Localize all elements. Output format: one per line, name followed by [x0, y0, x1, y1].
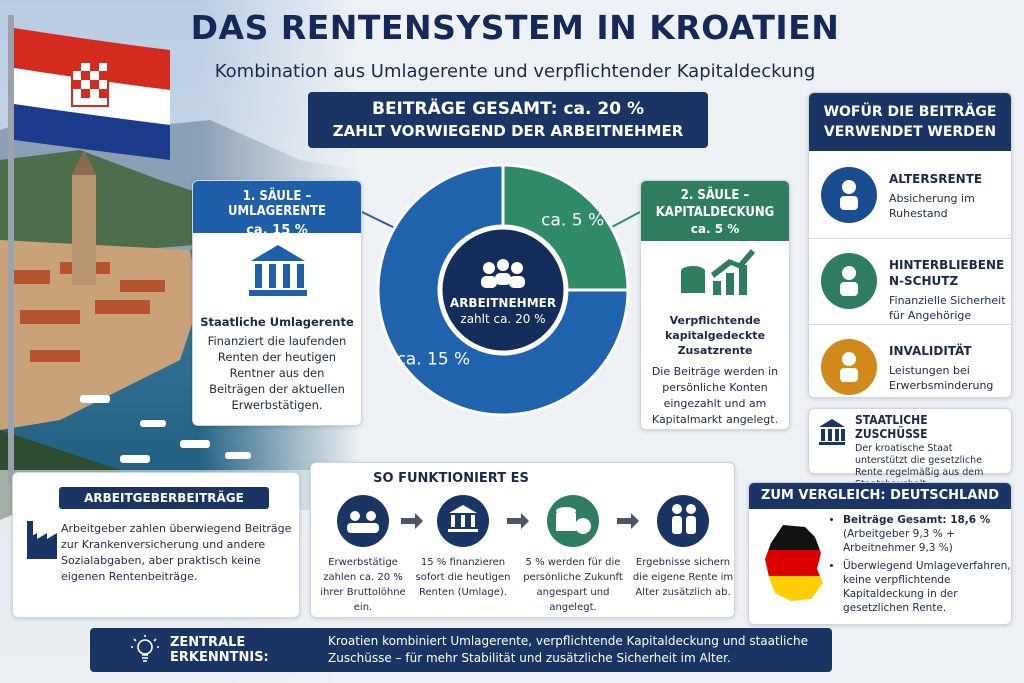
- usage-icon: [821, 339, 877, 395]
- subtitle: Kombination aus Umlagerente und verpflic…: [214, 61, 816, 82]
- person-head: [483, 262, 495, 274]
- usage-item-title: ALTERSRENTE: [889, 172, 983, 186]
- lightbulb-icon: [131, 635, 159, 662]
- person-body: [495, 273, 511, 285]
- donut-chart: ca. 5 % ca. 15 %: [376, 163, 630, 417]
- pillar2-title: 2. SÄULE – KAPITALDECKUNG: [655, 188, 775, 220]
- subsidies-box: STAATLICHE ZUSCHÜSSE Der kroatische Staa…: [808, 408, 1012, 490]
- usage-icon: [821, 253, 877, 309]
- process-step-text: 15 % finanzieren sofort die heutigen Ren…: [415, 557, 511, 598]
- subsidies-title: STAATLICHE ZUSCHÜSSE: [855, 413, 928, 441]
- bank-icon: [249, 245, 307, 296]
- usage-icon: [821, 167, 877, 223]
- comparison-point: Überwiegend Umlageverfahren, keine verpf…: [843, 559, 1011, 615]
- comparison-point: Beiträge Gesamt: 18,6 % (Arbeitgeber 9,3 …: [843, 513, 1011, 555]
- icon-glyph: [842, 266, 856, 280]
- pillar2-card: 2. SÄULE – KAPITALDECKUNG ca. 5 % Verpfl…: [640, 180, 790, 430]
- person-body: [509, 276, 525, 288]
- comparison-title: ZUM VERGLEICH: DEUTSCHLAND: [749, 483, 1011, 509]
- center-title: ARBEITNEHMER: [449, 296, 557, 310]
- employer-box: ARBEITGEBERBEITRÄGE Arbeitgeber zahlen ü…: [12, 472, 300, 618]
- icon-glyph: [842, 352, 856, 366]
- pillar2-header: 2. SÄULE – KAPITALDECKUNG ca. 5 %: [641, 181, 789, 241]
- pillar1-heading: Staatliche Umlagerente: [200, 315, 354, 329]
- pillar2-share: ca. 5 %: [690, 222, 740, 236]
- center-subtitle: zahlt ca. 20 %: [460, 312, 546, 326]
- pillar1-title: 1. SÄULE – UMLAGERENTE: [228, 189, 326, 219]
- icon-glyph: [840, 196, 858, 210]
- process-step-text: Erwerbstätige zahlen ca. 20 % ihrer Brut…: [320, 557, 406, 613]
- usage-panel: WOFÜR DIE BEITRÄGE VERWENDET WERDEN ALTE…: [808, 92, 1012, 398]
- person-head: [511, 262, 523, 274]
- comparison-heading: Überwiegend Umlageverfahren, keine verpf…: [843, 560, 1011, 614]
- usage-title: WOFÜR DIE BEITRÄGE VERWENDET WERDEN: [809, 93, 1011, 151]
- flagpole: [8, 15, 14, 485]
- factory-icon: [27, 521, 57, 559]
- croatian-flag: [14, 28, 170, 160]
- insight-text: Kroatien kombiniert Umlagerente, verpfli…: [328, 634, 808, 665]
- pillar2-heading: Verpflichtende kapitalgedeckte Zusatzren…: [664, 314, 766, 357]
- pillar1-share: ca. 15 %: [246, 223, 308, 238]
- icon-circle: [821, 339, 877, 395]
- pillar1-card: 1. SÄULE – UMLAGERENTE ca. 15 % Staatlic…: [192, 180, 362, 426]
- donut-segment: [501, 163, 630, 292]
- growth-icon: [681, 249, 755, 295]
- comparison-heading: Beiträge Gesamt: 18,6 %: [843, 514, 991, 526]
- usage-item: INVALIDITÄT Leistungen bei Erwerbsminderu…: [809, 331, 1011, 397]
- banner-line2: ZAHLT VORWIEGEND DER ARBEITNEHMER: [332, 122, 684, 140]
- icon-glyph: [840, 282, 858, 296]
- usage-item-text: Absicherung im Ruhestand: [889, 192, 975, 220]
- process-box: SO FUNKTIONIERT ES Erwerbstätige zahlen …: [310, 462, 735, 618]
- usage-item-text: Leistungen bei Erwerbsminderung: [889, 364, 994, 392]
- usage-item: HINTERBLIEBENEN-SCHUTZ Finanzielle Sicher…: [809, 245, 1011, 325]
- process-title: SO FUNKTIONIERT ES: [373, 471, 529, 486]
- process-icons: [337, 495, 709, 547]
- connector: [361, 211, 396, 229]
- employer-text: Arbeitgeber zahlen überwiegend Beiträge …: [61, 522, 292, 583]
- icon-glyph: [840, 368, 858, 382]
- usage-item-title: HINTERBLIEBENEN-SCHUTZ: [889, 258, 1005, 288]
- banner-line1: BEITRÄGE GESAMT: ca. 20 %: [371, 99, 645, 119]
- process-step-text: Ergebnisse sichern die eigene Rente im A…: [632, 557, 734, 598]
- employer-title: ARBEITGEBERBEITRÄGE: [59, 487, 269, 509]
- pillar2-text: Die Beiträge werden in persönliche Konte…: [651, 365, 779, 426]
- connector: [609, 211, 641, 229]
- usage-item: ALTERSRENTE Absicherung im Ruhestand: [809, 159, 1011, 239]
- donut-segment: [376, 163, 630, 417]
- process-step-text: 5 % werden für die persönliche Zukunft a…: [523, 557, 623, 613]
- insight-label: ZENTRALE ERKENNTNIS:: [170, 635, 269, 665]
- germany-map: [765, 525, 823, 601]
- pillar1-text: Finanziert die laufenden Renten der heut…: [207, 334, 347, 412]
- people-icon: [481, 259, 525, 288]
- icon-circle: [821, 167, 877, 223]
- title: DAS RENTENSYSTEM IN KROATIEN: [190, 8, 840, 47]
- segment-label: ca. 15 %: [396, 350, 470, 370]
- donut-center: [439, 226, 567, 354]
- usage-item-title: INVALIDITÄT: [889, 344, 972, 358]
- comparison-detail: (Arbeitgeber 9,3 % + Arbeitnehmer 9,3 %): [843, 528, 955, 554]
- insight-banner: ZENTRALE ERKENNTNIS: Kroatien kombiniert…: [90, 628, 832, 672]
- comparison-box: ZUM VERGLEICH: DEUTSCHLAND Beiträge Gesa…: [748, 482, 1012, 625]
- pillar1-header: 1. SÄULE – UMLAGERENTE ca. 15 %: [193, 181, 361, 238]
- person-head: [497, 259, 509, 271]
- icon-circle: [821, 253, 877, 309]
- usage-item-text: Finanzielle Sicherheit für Angehörige: [889, 294, 1006, 322]
- total-banner: BEITRÄGE GESAMT: ca. 20 % ZAHLT VORWIEGE…: [308, 92, 708, 148]
- comparison-list: Beiträge Gesamt: 18,6 % (Arbeitgeber 9,3 …: [831, 513, 1011, 619]
- person-body: [481, 276, 497, 288]
- bank-icon: [819, 419, 845, 445]
- icon-glyph: [842, 180, 856, 194]
- segment-label: ca. 5 %: [541, 210, 604, 230]
